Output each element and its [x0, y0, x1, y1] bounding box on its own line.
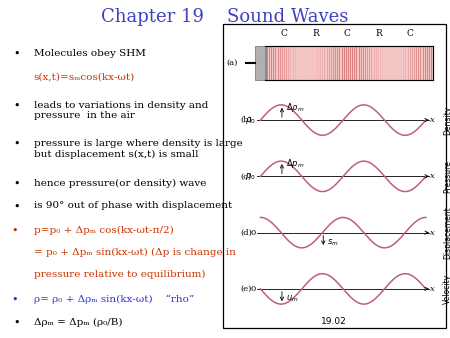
- Text: C: C: [344, 29, 351, 38]
- Text: •: •: [14, 49, 20, 59]
- Text: 0: 0: [251, 228, 256, 237]
- Text: 19.02: 19.02: [321, 317, 347, 326]
- Text: (e): (e): [240, 285, 252, 293]
- Text: R: R: [375, 29, 382, 38]
- Text: $\Delta p_m$: $\Delta p_m$: [286, 157, 304, 170]
- Text: = p₀ + Δpₘ sin(kx-ωt) (Δp is change in: = p₀ + Δpₘ sin(kx-ωt) (Δp is change in: [34, 248, 236, 257]
- Text: Displacement: Displacement: [443, 206, 450, 259]
- Text: p=p₀ + Δpₘ cos(kx-ωt-π/2): p=p₀ + Δpₘ cos(kx-ωt-π/2): [34, 226, 174, 235]
- Text: Velocity: Velocity: [443, 274, 450, 304]
- Text: ρ= ρ₀ + Δρₘ sin(kx-ωt)    “rho”: ρ= ρ₀ + Δρₘ sin(kx-ωt) “rho”: [34, 295, 194, 304]
- Text: $p_0$: $p_0$: [245, 171, 256, 182]
- Text: (c): (c): [240, 172, 252, 180]
- Text: Δρₘ = Δpₘ (ρ₀/B): Δρₘ = Δpₘ (ρ₀/B): [34, 318, 122, 327]
- Text: Molecules obey SHM: Molecules obey SHM: [34, 49, 146, 58]
- Text: C: C: [281, 29, 288, 38]
- Text: (d): (d): [240, 228, 252, 237]
- Text: x: x: [430, 172, 435, 180]
- Bar: [255, 46, 266, 80]
- Text: $\Delta\rho_m$: $\Delta\rho_m$: [286, 101, 304, 114]
- Text: •: •: [14, 178, 20, 189]
- Text: leads to variations in density and
pressure  in the air: leads to variations in density and press…: [34, 101, 208, 120]
- Text: Pressure: Pressure: [443, 160, 450, 193]
- Text: (a): (a): [226, 59, 238, 67]
- Text: •: •: [11, 226, 18, 236]
- Text: •: •: [14, 101, 20, 111]
- Text: •: •: [14, 318, 20, 328]
- Text: x: x: [430, 228, 435, 237]
- Text: R: R: [312, 29, 319, 38]
- Text: •: •: [14, 139, 20, 149]
- Bar: [265, 46, 433, 80]
- Text: $u_m$: $u_m$: [286, 293, 298, 304]
- Text: x: x: [430, 116, 435, 124]
- Text: Chapter 19    Sound Waves: Chapter 19 Sound Waves: [101, 8, 349, 26]
- Text: pressure is large where density is large
but displacement s(x,t) is small: pressure is large where density is large…: [34, 139, 243, 159]
- Text: Density: Density: [443, 105, 450, 135]
- Text: pressure relative to equilibrium): pressure relative to equilibrium): [34, 270, 205, 279]
- Text: C: C: [406, 29, 413, 38]
- Text: •: •: [14, 201, 20, 211]
- Text: is 90° out of phase with displacement: is 90° out of phase with displacement: [34, 201, 232, 211]
- Text: hence pressure(or density) wave: hence pressure(or density) wave: [34, 178, 206, 188]
- Text: $s_m$: $s_m$: [327, 237, 339, 248]
- Text: 0: 0: [251, 285, 256, 293]
- Text: x: x: [430, 285, 435, 293]
- Text: s(x,t)=sₘcos(kx-ωt): s(x,t)=sₘcos(kx-ωt): [34, 72, 135, 81]
- Text: $\rho_0$: $\rho_0$: [245, 115, 256, 126]
- Text: (b): (b): [240, 116, 252, 124]
- Text: •: •: [11, 295, 18, 305]
